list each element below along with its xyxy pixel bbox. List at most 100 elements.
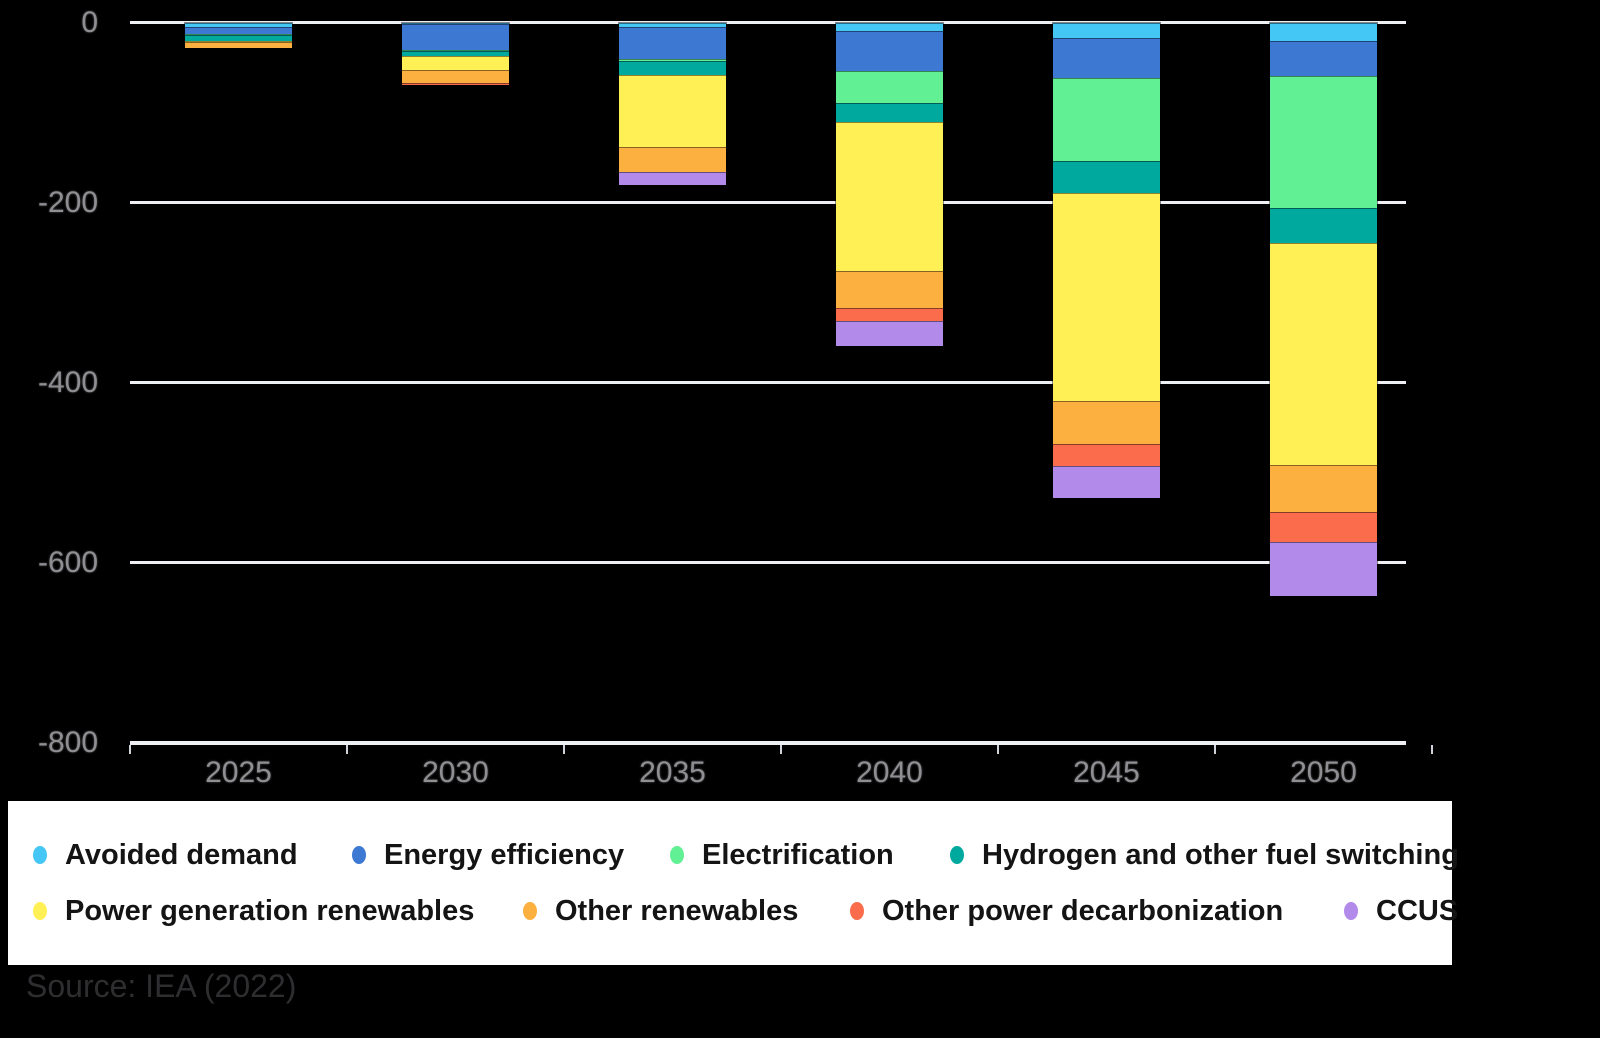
bar-segment	[619, 146, 726, 172]
bar-segment	[1270, 207, 1377, 243]
bar-segment	[836, 270, 943, 308]
bar-segment	[836, 102, 943, 123]
bar-segment	[185, 34, 292, 36]
bar-segment	[836, 122, 943, 271]
bar-segment	[1053, 161, 1160, 193]
x-axis-tick	[346, 745, 348, 754]
legend-item-power-generation-renewables: Power generation renewables	[33, 891, 474, 931]
bar-segment	[619, 61, 726, 75]
legend-item-avoided-demand: Avoided demand	[33, 835, 298, 875]
bar-segment	[1270, 465, 1377, 513]
x-axis-tick	[780, 745, 782, 754]
bar-segment	[402, 22, 509, 24]
legend-color-dot	[33, 902, 47, 920]
legend-color-dot	[352, 846, 366, 864]
bar-segment	[402, 49, 509, 51]
x-tick-label: 2045	[1073, 756, 1140, 789]
legend-item-electrification: Electrification	[670, 835, 894, 875]
bar-2030	[401, 21, 510, 86]
legend-label: Avoided demand	[65, 838, 298, 871]
legend-item-other-renewables: Other renewables	[523, 891, 798, 931]
y-tick-label: -400	[37, 365, 98, 399]
bar-2045	[1052, 21, 1161, 499]
gridline--600	[130, 561, 1406, 564]
legend-color-dot	[670, 846, 684, 864]
bar-segment	[185, 42, 292, 48]
bar-segment	[619, 58, 726, 62]
source-note: Source: IEA (2022)	[26, 968, 297, 1004]
bar-segment	[1270, 75, 1377, 208]
bar-2050	[1269, 21, 1378, 597]
legend-item-hydrogen-and-other-fuel-switching: Hydrogen and other fuel switching	[950, 835, 1459, 875]
legend-item-ccus: CCUS	[1344, 891, 1458, 931]
legend-color-dot	[950, 846, 964, 864]
legend-label: Energy efficiency	[384, 838, 625, 871]
bar-segment	[402, 55, 509, 71]
legend-item-energy-efficiency: Energy efficiency	[352, 835, 624, 875]
legend-color-dot	[850, 902, 864, 920]
bar-segment	[1053, 443, 1160, 467]
x-tick-label: 2025	[205, 756, 272, 789]
bar-segment	[619, 27, 726, 59]
bar-segment	[185, 35, 292, 42]
bar-2025	[184, 21, 293, 49]
bar-segment	[402, 50, 509, 56]
y-tick-label: -200	[37, 185, 98, 219]
x-axis-tick	[1214, 745, 1216, 754]
bar-segment	[185, 22, 292, 27]
bar-segment	[619, 171, 726, 186]
bar-segment	[1053, 192, 1160, 402]
legend-label: Other renewables	[555, 894, 799, 927]
bar-segment	[1270, 541, 1377, 596]
x-tick-label: 2035	[639, 756, 706, 789]
legend-label: CCUS	[1376, 894, 1459, 927]
bar-segment	[1053, 401, 1160, 444]
x-tick-label: 2040	[856, 756, 923, 789]
gridline--400	[130, 381, 1406, 384]
bar-segment	[1053, 37, 1160, 79]
legend-color-dot	[523, 902, 537, 920]
bar-segment	[836, 22, 943, 31]
gridline-0	[130, 21, 1406, 24]
bar-segment	[1270, 512, 1377, 542]
y-tick-label: 0	[81, 5, 98, 39]
bar-segment	[402, 23, 509, 50]
x-tick-label: 2050	[1290, 756, 1357, 789]
bar-2040	[835, 21, 944, 348]
legend-label: Power generation renewables	[65, 894, 475, 927]
bar-segment	[836, 71, 943, 103]
x-axis-tick	[1431, 745, 1433, 754]
bar-segment	[836, 30, 943, 72]
x-axis-line	[130, 742, 1406, 745]
bar-segment	[619, 74, 726, 147]
bar-segment	[1053, 22, 1160, 38]
legend: Avoided demand Energy efficiency Electrifi…	[8, 801, 1459, 965]
bar-segment	[836, 321, 943, 347]
x-axis-tick	[129, 745, 131, 754]
bar-segment	[619, 22, 726, 27]
legend-item-other-power-decarbonization: Other power decarbonization	[850, 891, 1283, 931]
bar-segment	[185, 41, 292, 43]
legend-label: Other power decarbonization	[882, 894, 1284, 927]
bar-2035	[618, 21, 727, 187]
bar-segment	[1270, 22, 1377, 42]
x-axis-tick	[563, 745, 565, 754]
bar-segment	[185, 27, 292, 35]
bar-segment	[1270, 41, 1377, 76]
bar-segment	[402, 82, 509, 85]
legend-color-dot	[1344, 902, 1358, 920]
bar-segment	[402, 70, 509, 83]
gridline--200	[130, 201, 1406, 204]
legend-label: Electrification	[702, 838, 894, 871]
stacked-bar-chart: 0 -200 -400 -600 -800 2025 2030 2035 2040 2045 20…	[37, 5, 1433, 789]
y-tick-label: -600	[37, 545, 98, 579]
x-axis-tick	[997, 745, 999, 754]
bar-segment	[1053, 78, 1160, 162]
legend-label: Hydrogen and other fuel switching	[982, 838, 1459, 871]
x-tick-label: 2030	[422, 756, 489, 789]
legend-color-dot	[33, 846, 47, 864]
bar-segment	[836, 307, 943, 322]
bar-segment	[1270, 242, 1377, 466]
y-tick-label: -800	[37, 725, 98, 759]
